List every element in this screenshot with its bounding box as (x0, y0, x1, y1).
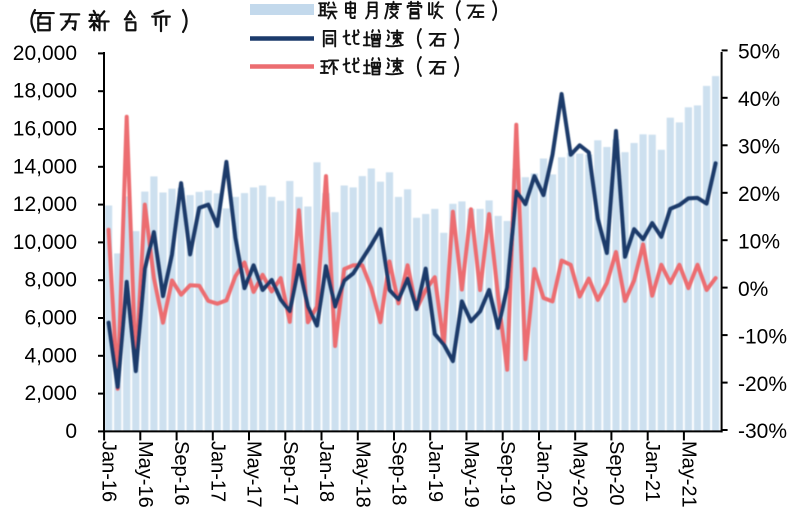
svg-text:-30%: -30% (738, 420, 787, 443)
svg-text:2,000: 2,000 (24, 382, 77, 405)
svg-text:Sep-16: Sep-16 (170, 441, 192, 506)
svg-text:10,000: 10,000 (13, 231, 77, 254)
svg-text:Sep-17: Sep-17 (279, 441, 301, 506)
svg-text:-10%: -10% (738, 325, 787, 348)
svg-text:Sep-18: Sep-18 (388, 441, 410, 506)
svg-text:12,000: 12,000 (13, 193, 77, 216)
svg-text:0%: 0% (738, 278, 768, 301)
svg-text:Jan-16: Jan-16 (98, 441, 120, 502)
svg-text:8,000: 8,000 (24, 269, 77, 292)
svg-text:Jan-19: Jan-19 (424, 441, 446, 502)
svg-text:4,000: 4,000 (24, 344, 77, 367)
svg-text:May-16: May-16 (134, 441, 156, 508)
svg-text:10%: 10% (738, 230, 780, 253)
svg-text:May-21: May-21 (677, 441, 699, 508)
svg-text:16,000: 16,000 (13, 118, 77, 141)
svg-text:Sep-19: Sep-19 (496, 441, 518, 506)
svg-text:Jan-20: Jan-20 (533, 441, 555, 502)
svg-text:Jan-21: Jan-21 (641, 441, 663, 502)
svg-text:-20%: -20% (738, 373, 787, 396)
svg-text:Jan-17: Jan-17 (206, 441, 228, 502)
svg-text:May-20: May-20 (569, 441, 591, 508)
svg-text:40%: 40% (738, 88, 780, 111)
svg-text:May-19: May-19 (460, 441, 482, 508)
svg-text:May-18: May-18 (351, 441, 373, 508)
svg-text:20%: 20% (738, 183, 780, 206)
svg-text:Jan-18: Jan-18 (315, 441, 337, 502)
svg-text:30%: 30% (738, 136, 780, 159)
svg-text:Sep-20: Sep-20 (605, 441, 627, 506)
svg-text:18,000: 18,000 (13, 80, 77, 103)
svg-text:May-17: May-17 (243, 441, 265, 508)
svg-text:20,000: 20,000 (13, 42, 77, 65)
svg-text:0: 0 (65, 420, 77, 443)
svg-text:6,000: 6,000 (24, 307, 77, 330)
svg-text:50%: 50% (738, 41, 780, 64)
svg-text:14,000: 14,000 (13, 155, 77, 178)
